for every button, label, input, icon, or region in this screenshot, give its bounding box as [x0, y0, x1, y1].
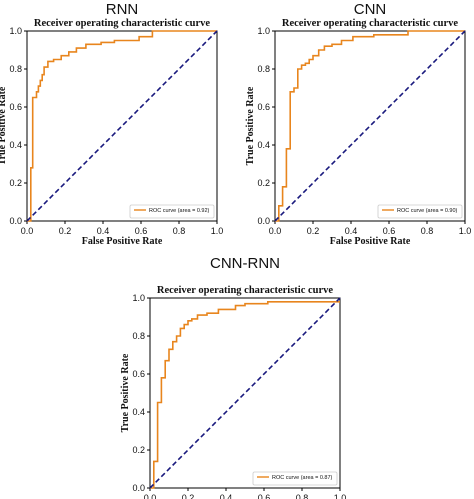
legend-box: [252, 471, 338, 486]
panel-title: CNN-RNN: [210, 255, 280, 272]
x-axis-label: False Positive Rate: [82, 236, 163, 247]
legend-box: [129, 204, 215, 219]
chart-panel-2: CNN-RNN Receiver operating characteristic…: [120, 255, 346, 499]
plot-frame: [149, 297, 341, 489]
legend-label: ROC curve (area = 0.92): [149, 208, 210, 214]
roc-curve-line: [275, 30, 465, 222]
legend: ROC curve (area = 0.92): [129, 204, 215, 219]
roc-curve-line: [150, 300, 340, 489]
x-tick-label: 0.2: [307, 226, 320, 236]
y-tick-label: 0.6: [9, 102, 22, 112]
x-tick-label: 0.4: [220, 493, 233, 499]
x-tick-label: 0.0: [144, 493, 157, 499]
y-axis-label: True Positive Rate: [245, 86, 256, 165]
x-tick-label: 1.0: [334, 493, 347, 499]
legend: ROC curve (area = 0.87): [252, 471, 338, 486]
panel-title: RNN: [106, 1, 139, 18]
chart-title: Receiver operating characteristic curve: [157, 285, 334, 296]
x-tick-label: 0.8: [173, 226, 186, 236]
y-tick-label: 0.2: [132, 445, 145, 455]
x-tick-label: 1.0: [459, 226, 472, 236]
y-axis-label: True Positive Rate: [0, 86, 8, 165]
x-tick-label: 0.6: [258, 493, 271, 499]
x-tick-label: 0.4: [97, 226, 110, 236]
roc-curve-line: [27, 30, 217, 222]
y-tick-label: 1.0: [257, 26, 270, 36]
y-axis-label: True Positive Rate: [120, 353, 131, 432]
y-tick-label: 0.8: [132, 331, 145, 341]
y-tick-label: 0.6: [257, 102, 270, 112]
x-tick-label: 0.2: [182, 493, 195, 499]
x-tick-label: 0.6: [383, 226, 396, 236]
legend-label: ROC curve (area = 0.90): [397, 208, 458, 214]
x-tick-label: 0.2: [59, 226, 72, 236]
panel-title: CNN: [354, 1, 387, 18]
y-tick-label: 0.0: [9, 216, 22, 226]
legend: ROC curve (area = 0.90): [377, 204, 463, 219]
x-axis-label: False Positive Rate: [330, 236, 411, 247]
legend-box: [377, 204, 463, 219]
y-tick-label: 0.4: [257, 140, 270, 150]
y-tick-label: 0.2: [257, 178, 270, 188]
plot-frame: [274, 30, 466, 222]
y-tick-label: 0.8: [257, 64, 270, 74]
chart-title: Receiver operating characteristic curve: [282, 18, 459, 29]
y-tick-label: 0.0: [132, 483, 145, 493]
x-tick-label: 0.6: [135, 226, 148, 236]
plot-frame: [26, 30, 218, 222]
x-tick-label: 0.4: [345, 226, 358, 236]
y-tick-label: 0.6: [132, 369, 145, 379]
y-tick-label: 1.0: [132, 293, 145, 303]
y-tick-label: 1.0: [9, 26, 22, 36]
chance-diagonal-line: [149, 297, 341, 489]
y-tick-label: 0.8: [9, 64, 22, 74]
y-tick-label: 0.2: [9, 178, 22, 188]
chance-diagonal-line: [26, 30, 218, 222]
x-tick-label: 0.0: [269, 226, 282, 236]
y-tick-label: 0.0: [257, 216, 270, 226]
x-tick-label: 1.0: [211, 226, 224, 236]
x-tick-label: 0.0: [21, 226, 34, 236]
x-tick-label: 0.8: [421, 226, 434, 236]
chart-title: Receiver operating characteristic curve: [34, 18, 211, 29]
chance-diagonal-line: [274, 30, 466, 222]
y-tick-label: 0.4: [132, 407, 145, 417]
y-tick-label: 0.4: [9, 140, 22, 150]
legend-label: ROC curve (area = 0.87): [272, 475, 333, 481]
x-tick-label: 0.8: [296, 493, 309, 499]
